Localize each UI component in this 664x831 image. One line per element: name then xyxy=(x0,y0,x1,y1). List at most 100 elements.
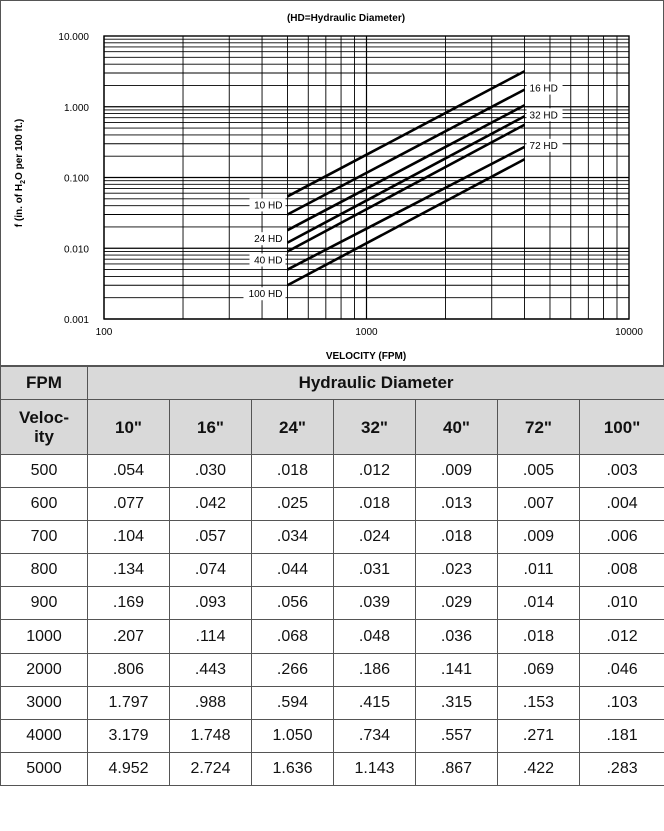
friction-cell: .867 xyxy=(415,751,498,786)
column-header: 40" xyxy=(415,399,498,455)
friction-cell: 3.179 xyxy=(87,718,170,753)
friction-cell: .018 xyxy=(251,453,334,489)
friction-cell: .003 xyxy=(578,453,664,489)
table-row: 1000.207.114.068.048.036.018.012 xyxy=(0,619,664,654)
friction-cell: .415 xyxy=(333,685,416,720)
friction-cell: .030 xyxy=(169,453,252,489)
friction-cell: .018 xyxy=(415,520,498,555)
series-label-bg xyxy=(249,198,286,212)
friction-cell: .806 xyxy=(87,652,170,687)
series-label-bg xyxy=(526,81,563,95)
friction-cell: .134 xyxy=(87,553,170,588)
friction-cell: .114 xyxy=(169,619,252,654)
x-tick-label: 100 xyxy=(96,327,113,338)
friction-cell: .023 xyxy=(415,553,498,588)
friction-cell: .069 xyxy=(497,652,580,687)
friction-cell: .315 xyxy=(415,685,498,720)
velocity-cell: 5000 xyxy=(0,751,88,786)
friction-cell: .013 xyxy=(415,487,498,522)
friction-chart: (HD=Hydraulic Diameter) 10.000 1.000 0.100 0… xyxy=(14,13,643,362)
friction-data-table: FPM Hydraulic Diameter Veloc-ity 10" 16" 2… xyxy=(0,366,664,786)
friction-cell: .010 xyxy=(578,586,664,621)
series-label: 72 HD xyxy=(530,141,558,152)
friction-cell: .011 xyxy=(497,553,580,588)
friction-cell: .018 xyxy=(497,619,580,654)
table-row: 2000.806.443.266.186.141.069.046 xyxy=(0,652,664,687)
friction-cell: .025 xyxy=(251,487,334,522)
series-line xyxy=(286,70,526,198)
friction-cell: 1.636 xyxy=(251,751,334,786)
friction-cell: .074 xyxy=(169,553,252,588)
friction-cell: .557 xyxy=(415,718,498,753)
friction-cell: .007 xyxy=(497,487,580,522)
x-tick-label: 10000 xyxy=(615,327,643,338)
chart-title: (HD=Hydraulic Diameter) xyxy=(287,13,405,24)
friction-cell: 1.050 xyxy=(251,718,334,753)
plot-frame xyxy=(103,35,630,320)
friction-cell: 2.724 xyxy=(169,751,252,786)
friction-cell: .048 xyxy=(333,619,416,654)
velocity-cell: 2000 xyxy=(0,652,88,687)
friction-cell: .024 xyxy=(333,520,416,555)
table-row: 3000 1.797.988.594.415.315.153.103 xyxy=(0,685,664,720)
velocity-cell: 600 xyxy=(0,487,88,522)
y-tick-label: 0.100 xyxy=(64,174,89,185)
column-header: 10" xyxy=(87,399,170,455)
friction-cell: .034 xyxy=(251,520,334,555)
friction-cell: .046 xyxy=(578,652,664,687)
table-row: 600.077.042.025.018.013.007.004 xyxy=(0,487,664,522)
friction-cell: .103 xyxy=(578,685,664,720)
velocity-cell: 500 xyxy=(0,453,88,489)
velocity-cell: 1000 xyxy=(0,619,88,654)
table-row: 700.104.057.034.024.018.009.006 xyxy=(0,520,664,555)
friction-cell: .054 xyxy=(87,453,170,489)
friction-cell: 4.952 xyxy=(87,751,170,786)
friction-cell: .093 xyxy=(169,586,252,621)
friction-cell: .014 xyxy=(497,586,580,621)
friction-cell: .044 xyxy=(251,553,334,588)
fpm-header: FPM xyxy=(0,366,88,400)
y-axis-label: f (in. of H2O per 100 ft.) xyxy=(14,119,27,227)
friction-cell: .004 xyxy=(578,487,664,522)
friction-cell: .734 xyxy=(333,718,416,753)
series-line xyxy=(286,158,526,287)
velocity-cell: 900 xyxy=(0,586,88,621)
series-label-bg xyxy=(243,287,286,301)
series-label-bg xyxy=(249,232,286,246)
hydraulic-diameter-header: Hydraulic Diameter xyxy=(86,366,664,400)
series-line xyxy=(286,104,526,232)
series-label-bg xyxy=(526,138,563,152)
friction-cell: .031 xyxy=(333,553,416,588)
friction-cell: .039 xyxy=(333,586,416,621)
friction-cell: 1.748 xyxy=(169,718,252,753)
table-row: 500.054.030.018.012.009.005.003 xyxy=(0,453,664,489)
friction-cell: 1.143 xyxy=(333,751,416,786)
friction-cell: .141 xyxy=(415,652,498,687)
friction-cell: .068 xyxy=(251,619,334,654)
velocity-cell: 700 xyxy=(0,520,88,555)
series-label-bg xyxy=(526,108,563,122)
friction-cell: .181 xyxy=(578,718,664,753)
series-line xyxy=(286,115,526,244)
series-label: 100 HD xyxy=(249,289,283,300)
friction-cell: 1.797 xyxy=(87,685,170,720)
column-header: 24" xyxy=(251,399,334,455)
friction-cell: .009 xyxy=(415,453,498,489)
friction-cell: .005 xyxy=(497,453,580,489)
series-label: 40 HD xyxy=(254,255,282,266)
column-header: 16" xyxy=(169,399,252,455)
x-axis-label: VELOCITY (FPM) xyxy=(326,351,406,362)
velocity-header: Veloc-ity xyxy=(0,399,88,455)
series-label: 10 HD xyxy=(254,200,282,211)
column-header: 32" xyxy=(333,399,416,455)
series-label-bg xyxy=(249,253,286,267)
friction-cell: .153 xyxy=(497,685,580,720)
column-header: 72" xyxy=(497,399,580,455)
friction-cell: .036 xyxy=(415,619,498,654)
series-label: 16 HD xyxy=(530,84,558,95)
friction-cell: .008 xyxy=(578,553,664,588)
friction-cell: .283 xyxy=(578,751,664,786)
friction-cell: .186 xyxy=(333,652,416,687)
y-tick-label: 0.010 xyxy=(64,244,89,255)
velocity-cell: 3000 xyxy=(0,685,88,720)
